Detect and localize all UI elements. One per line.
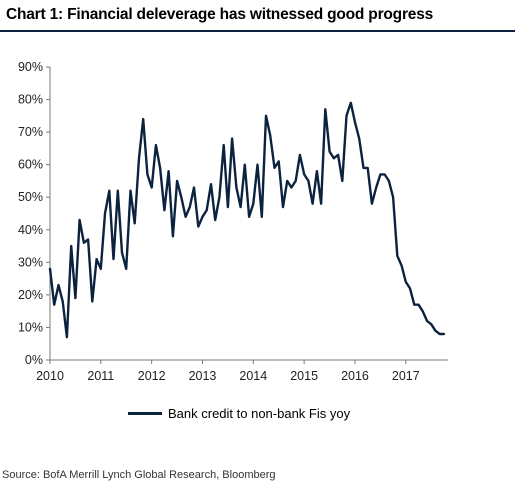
x-tick-label: 2012: [138, 369, 166, 383]
x-tick-label: 2014: [239, 369, 267, 383]
x-tick-label: 2017: [392, 369, 420, 383]
y-tick-label: 50%: [18, 190, 43, 204]
x-axis-ticks: 2010 2011 2012 2013 2014 2015 2016 2017: [36, 360, 420, 383]
x-tick-label: 2011: [87, 369, 114, 383]
chart-title: Chart 1: Financial deleverage has witnes…: [6, 6, 434, 23]
y-tick-label: 60%: [18, 158, 43, 172]
y-tick-label: 40%: [18, 223, 43, 237]
y-tick-label: 20%: [18, 288, 43, 302]
y-axis-ticks: 0% 10% 20% 30% 40% 50% 60% 70% 80% 90%: [18, 60, 50, 367]
y-tick-label: 10%: [18, 320, 43, 334]
y-tick-label: 30%: [18, 255, 43, 269]
y-tick-label: 80%: [18, 93, 43, 107]
series-line: [48, 101, 446, 339]
x-tick-label: 2015: [290, 369, 318, 383]
x-tick-label: 2016: [341, 369, 369, 383]
x-tick-label: 2010: [36, 369, 64, 383]
legend-label: Bank credit to non-bank Fis yoy: [168, 405, 351, 421]
title-divider: [0, 30, 515, 32]
y-tick-label: 90%: [18, 60, 43, 74]
y-tick-label: 0%: [25, 353, 43, 367]
y-tick-label: 70%: [18, 125, 43, 139]
x-tick-label: 2013: [189, 369, 217, 383]
legend: Bank credit to non-bank Fis yoy: [128, 404, 350, 422]
source-note: Source: BofA Merrill Lynch Global Resear…: [2, 469, 276, 481]
legend-swatch: [128, 411, 162, 415]
series-layer: [48, 101, 446, 339]
